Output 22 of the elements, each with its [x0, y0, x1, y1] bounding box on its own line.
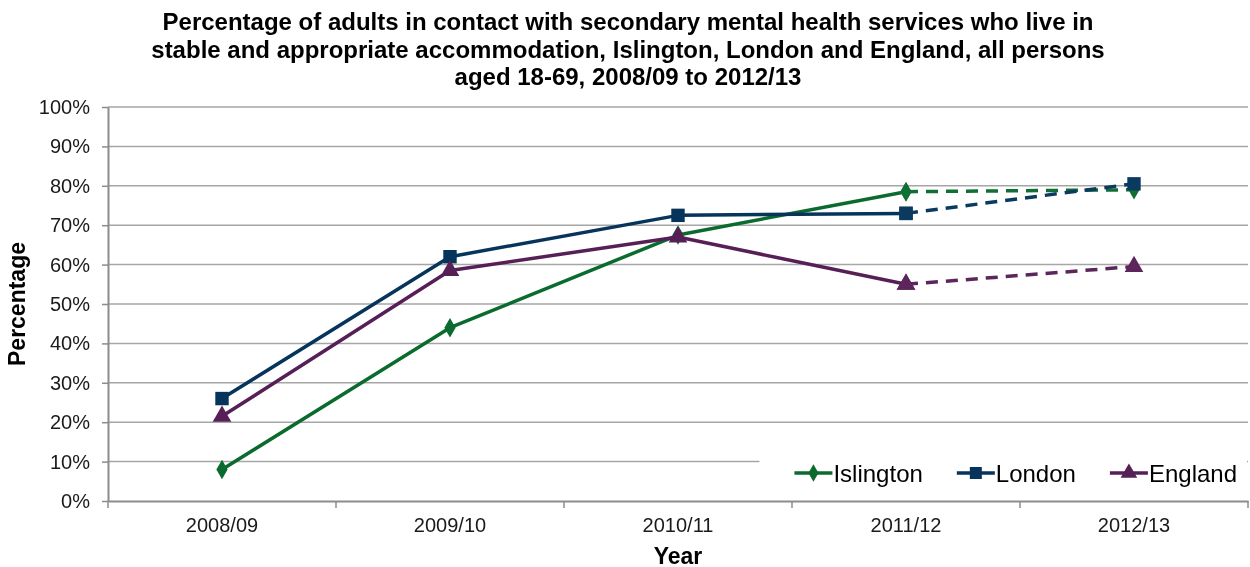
- y-axis-title: Percentage: [4, 241, 30, 367]
- chart-title: Percentage of adults in contact with secondary mental health services who live in stable and appropriate accommodation, Islington, London and England, all persons aged 18-69, 2008/09 to 2012/13: [151, 8, 1105, 90]
- x-tick-label: 2009/10: [413, 514, 487, 537]
- x-tick-label: 2008/09: [185, 514, 259, 537]
- x-axis-title: Year: [653, 543, 703, 567]
- x-tick-label: 2010/11: [642, 514, 714, 537]
- legend-label: London: [995, 459, 1076, 487]
- legend-label: Islington: [833, 459, 923, 487]
- y-tick-label: 0%: [61, 489, 91, 512]
- y-tick-label: 80%: [49, 174, 91, 197]
- y-tick-label: 70%: [49, 214, 91, 237]
- y-tick-label: 90%: [49, 135, 91, 158]
- y-tick-label: 30%: [49, 371, 91, 394]
- y-tick-label: 20%: [49, 411, 91, 434]
- y-tick-label: 40%: [49, 332, 91, 355]
- y-tick-label: 50%: [49, 292, 91, 315]
- y-tick-label: 10%: [49, 450, 91, 473]
- x-tick-label: 2011/12: [870, 514, 942, 537]
- y-tick-label: 60%: [49, 253, 91, 276]
- legend-label: England: [1148, 459, 1237, 487]
- x-tick-label: 2012/13: [1097, 514, 1171, 537]
- y-tick-label: 100%: [38, 95, 91, 118]
